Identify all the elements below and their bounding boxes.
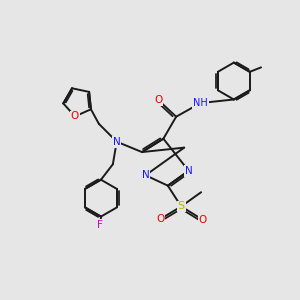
Text: O: O — [154, 95, 162, 105]
Text: O: O — [71, 111, 79, 122]
Text: N: N — [185, 166, 193, 176]
Text: NH: NH — [193, 98, 208, 108]
Text: O: O — [156, 214, 164, 224]
Text: O: O — [199, 215, 207, 225]
Text: F: F — [98, 220, 103, 230]
Text: S: S — [178, 202, 185, 212]
Text: N: N — [113, 137, 121, 147]
Text: N: N — [142, 170, 149, 180]
